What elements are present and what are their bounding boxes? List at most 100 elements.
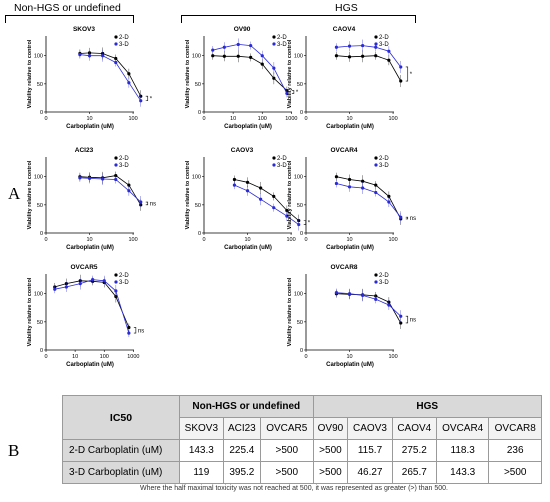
data-point bbox=[139, 99, 143, 103]
x-tick-label: 10 bbox=[230, 116, 236, 122]
y-tick-label: 50 bbox=[297, 203, 303, 209]
legend-label-2d: 2-D bbox=[119, 35, 129, 41]
series-curve bbox=[336, 45, 402, 68]
data-point bbox=[91, 278, 95, 282]
y-tick-label: 100 bbox=[192, 175, 201, 181]
table-cell: >500 bbox=[312, 439, 349, 462]
data-point bbox=[272, 76, 276, 80]
chart-skov3: SKOV3 0 50 100 0 10 100 Carboplatin (uM) Viabili… bbox=[27, 26, 153, 130]
significance-bracket bbox=[405, 66, 409, 82]
data-point bbox=[127, 72, 131, 76]
legend-label-2d: 2-D bbox=[379, 35, 389, 41]
legend-marker-2d bbox=[374, 35, 378, 39]
legend-label-2d: 2-D bbox=[277, 156, 287, 162]
significance-label: * bbox=[296, 90, 299, 96]
data-point bbox=[236, 42, 240, 47]
data-point bbox=[399, 65, 403, 69]
data-point bbox=[297, 222, 301, 227]
data-point bbox=[399, 321, 403, 325]
legend-marker-3d bbox=[374, 280, 378, 284]
y-tick-label: 100 bbox=[294, 292, 303, 298]
x-tick-label: 10 bbox=[346, 237, 352, 243]
data-point bbox=[347, 177, 352, 182]
series-curve bbox=[212, 55, 288, 91]
table-ic50-header: IC50 bbox=[62, 395, 180, 440]
table-header-row-top: IC50 Non-HGS or undefined HGS bbox=[62, 395, 543, 440]
series-curve bbox=[336, 292, 401, 317]
y-tick-label: 50 bbox=[37, 320, 43, 326]
y-axis-label: Viability relative to control bbox=[287, 39, 293, 108]
table-cell: 143.3 bbox=[179, 439, 224, 462]
data-point bbox=[387, 200, 391, 204]
x-axis-label: Carboplatin (uM) bbox=[66, 124, 114, 130]
y-tick-label: 50 bbox=[37, 82, 43, 88]
x-tick-label: 10 bbox=[72, 354, 78, 360]
legend-label-2d: 2-D bbox=[379, 273, 389, 279]
data-point bbox=[374, 54, 378, 58]
series-curve bbox=[336, 183, 402, 218]
y-tick-label: 0 bbox=[198, 231, 201, 237]
data-point bbox=[114, 289, 118, 293]
x-tick-label: 10 bbox=[346, 354, 352, 360]
data-point bbox=[272, 66, 276, 70]
x-axis-label: Carboplatin (uM) bbox=[66, 362, 114, 368]
chart-title: OV90 bbox=[234, 26, 251, 33]
y-tick-label: 100 bbox=[294, 54, 303, 60]
x-tick-label: 0 bbox=[304, 237, 307, 243]
y-axis-label: Viability relative to control bbox=[287, 277, 293, 346]
data-point bbox=[285, 91, 289, 96]
data-point bbox=[139, 200, 143, 204]
data-point bbox=[211, 54, 215, 58]
data-point bbox=[222, 45, 226, 49]
x-tick-label: 0 bbox=[44, 237, 47, 243]
series-curve bbox=[234, 184, 299, 225]
x-tick-label: 1000 bbox=[285, 116, 297, 122]
data-point bbox=[387, 303, 391, 307]
data-point bbox=[259, 186, 263, 190]
data-point bbox=[399, 79, 403, 83]
chart-title: SKOV3 bbox=[73, 26, 95, 33]
data-point bbox=[211, 48, 215, 52]
data-point bbox=[374, 297, 378, 301]
chart-ovcar8: OVCAR8 0 50 100 0 10 100 Carboplatin (uM) Viabil… bbox=[287, 264, 416, 368]
series-curve bbox=[336, 293, 402, 324]
significance-bracket bbox=[145, 95, 149, 102]
data-point bbox=[249, 43, 253, 48]
data-point bbox=[334, 290, 339, 295]
significance-bracket bbox=[405, 216, 409, 220]
data-point bbox=[127, 189, 131, 193]
y-tick-label: 50 bbox=[195, 203, 201, 209]
x-tick-label: 100 bbox=[286, 237, 295, 243]
table-row-label: 3-D Carboplatin (uM) bbox=[62, 461, 180, 484]
data-point bbox=[259, 197, 263, 201]
legend-marker-3d bbox=[114, 42, 118, 46]
y-tick-label: 0 bbox=[300, 110, 303, 116]
legend-label-3d: 3-D bbox=[119, 163, 129, 169]
chart-title: CAOV4 bbox=[333, 26, 356, 33]
legend-label-3d: 3-D bbox=[277, 163, 287, 169]
data-point bbox=[260, 62, 264, 66]
x-axis-label: Carboplatin (uM) bbox=[224, 124, 272, 130]
group-title-non-hgs: Non-HGS or undefined bbox=[14, 2, 121, 14]
data-point bbox=[399, 314, 403, 318]
data-point bbox=[387, 49, 391, 53]
group-bracket-hgs bbox=[181, 15, 416, 23]
data-point bbox=[101, 177, 105, 181]
ic50-table: IC50 Non-HGS or undefined HGS SKOV3 ACI2… bbox=[62, 395, 543, 484]
table-cell: 236 bbox=[488, 439, 542, 462]
table-col-header: OVCAR8 bbox=[488, 417, 542, 440]
x-tick-label: 0 bbox=[304, 354, 307, 360]
y-tick-label: 0 bbox=[198, 110, 201, 116]
data-point bbox=[127, 81, 131, 85]
legend-label-2d: 2-D bbox=[379, 156, 389, 162]
chart-title: ACI23 bbox=[75, 147, 94, 154]
data-point bbox=[78, 52, 82, 57]
data-point bbox=[361, 293, 365, 297]
chart-title: OVCAR4 bbox=[330, 147, 357, 154]
significance-label: * bbox=[308, 221, 311, 227]
x-tick-label: 0 bbox=[44, 116, 47, 122]
significance-label: ns bbox=[150, 201, 156, 207]
table-cell: >500 bbox=[260, 461, 314, 484]
y-axis-label: Viability relative to control bbox=[287, 160, 293, 229]
